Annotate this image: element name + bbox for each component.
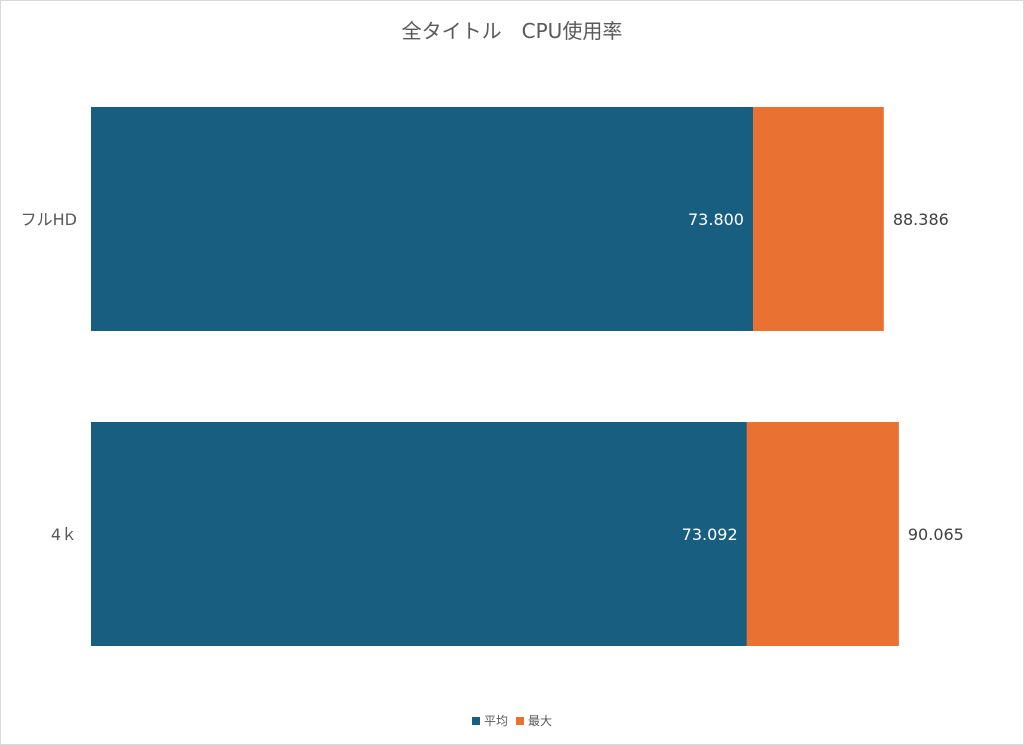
category-label-4k: 4ｋ (51, 525, 77, 544)
legend-swatch-average (471, 716, 480, 725)
bar-average-full-hd (91, 107, 753, 331)
legend-label-max: 最大 (528, 714, 553, 728)
legend-label-average: 平均 (483, 714, 508, 728)
legend-item-max: 最大 (516, 712, 552, 729)
legend-swatch-max (516, 716, 524, 725)
legend-item-average: 平均 (471, 712, 508, 729)
data-label-max-4k: 90.065 (908, 525, 964, 544)
data-label-average-4k: 73.092 (682, 525, 738, 544)
category-label-full-hd: フルHD (21, 210, 77, 229)
plot-area: フルHD 73.800 88.386 4ｋ 73.092 90.065 (21, 107, 964, 646)
legend: 平均 最大 (1, 712, 1023, 729)
data-label-average-full-hd: 73.800 (688, 210, 744, 229)
bar-average-4k (91, 422, 747, 646)
data-label-max-full-hd: 88.386 (893, 210, 949, 229)
chart-title: 全タイトル CPU使用率 (401, 19, 623, 43)
